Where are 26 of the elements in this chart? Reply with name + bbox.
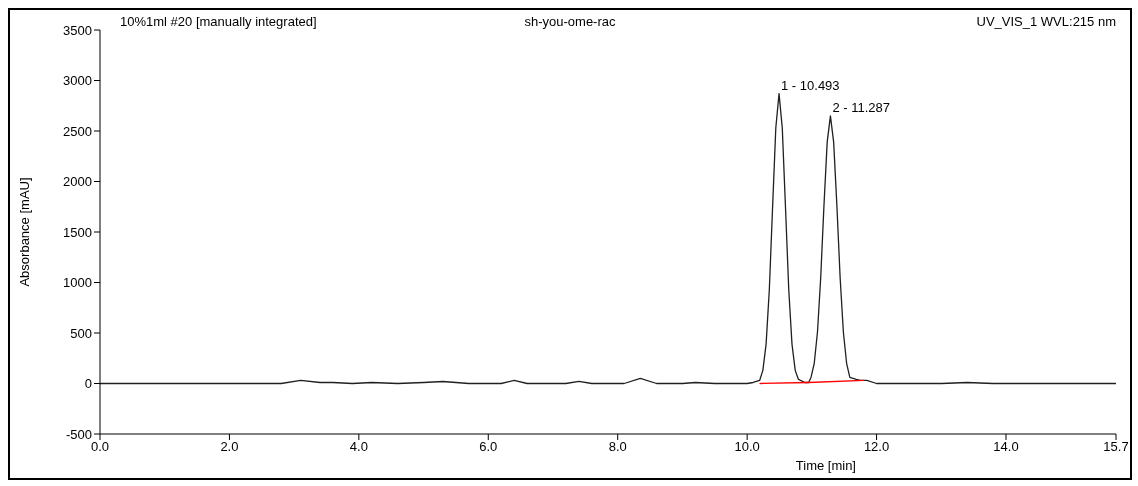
x-tick-label: 15.7 (1103, 439, 1129, 455)
x-tick-label: 4.0 (349, 439, 368, 455)
x-axis-title: Time [min] (795, 458, 856, 473)
y-tick-label: 2000 (63, 174, 92, 190)
y-tick-label: 1500 (63, 224, 92, 240)
x-tick-label: 8.0 (608, 439, 627, 455)
x-tick-label: 2.0 (220, 439, 239, 455)
y-tick-label: 3000 (63, 73, 92, 89)
text: UV_VIS_1 WVL:215 nm (976, 14, 1116, 29)
y-tick-label: 2500 (63, 123, 92, 139)
x-tick-label: 10.0 (734, 439, 760, 455)
text: 10%1ml #20 [manually integrated] (120, 14, 317, 29)
annotation: 2 - 11.287 (832, 100, 891, 116)
y-tick-label: 500 (70, 325, 92, 341)
line-series (100, 92, 1116, 385)
x-tick-label: 14.0 (993, 439, 1019, 455)
x-tick-label: 0.0 (90, 439, 110, 455)
y-tick-label: 0 (84, 376, 92, 392)
y-axis-title: Absorbance [mAU] (16, 177, 32, 287)
y-tick-label: 3500 (63, 22, 92, 38)
y-tick-label: 1000 (63, 275, 92, 291)
chart-title: sh-you-ome-rac (524, 14, 616, 29)
x-tick-label: 6.0 (479, 439, 498, 455)
annotation: 1 - 10.493 (781, 78, 840, 94)
x-tick-label: 12.0 (863, 439, 890, 455)
y-tick-label: -500 (65, 426, 92, 442)
